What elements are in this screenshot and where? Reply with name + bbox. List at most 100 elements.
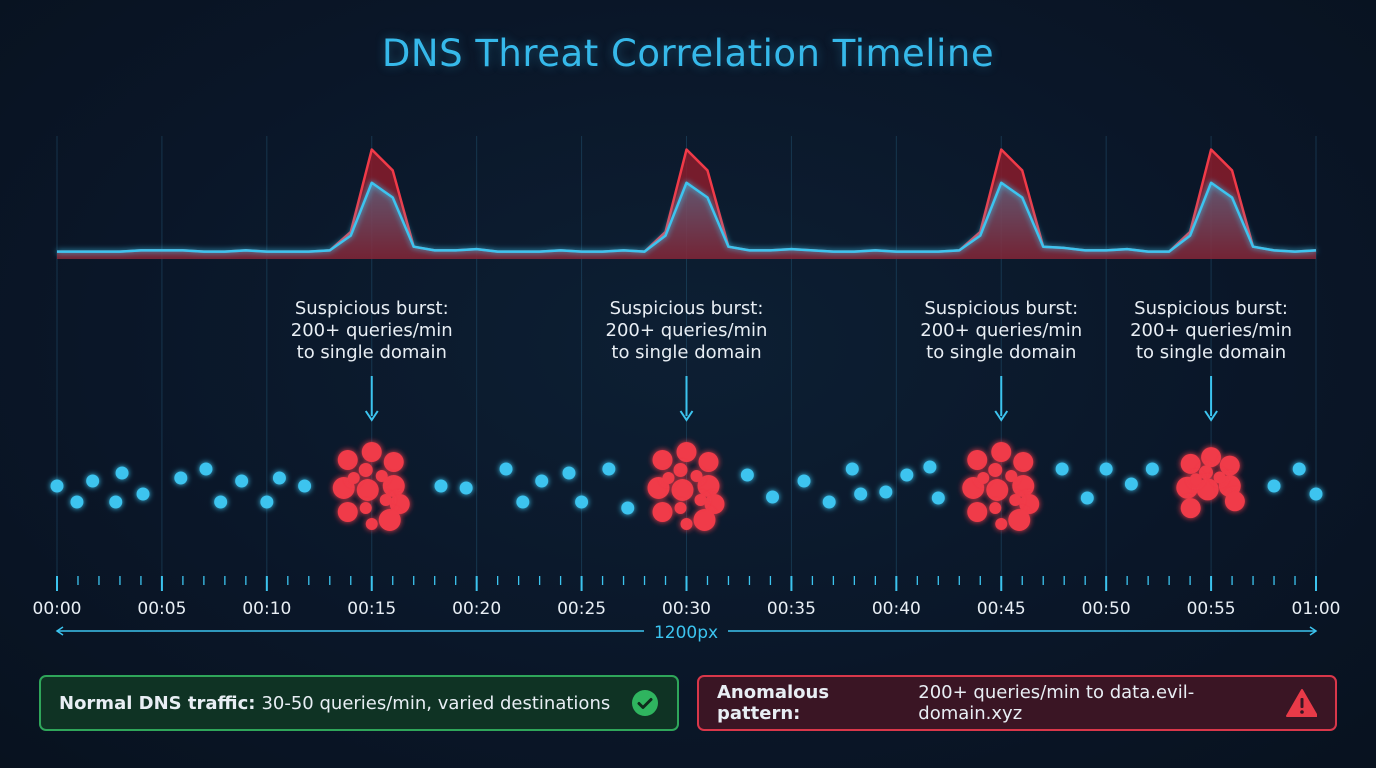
annotation-line: to single domain	[926, 342, 1077, 363]
burst-annotation: Suspicious burst: 200+ queries/min to sing…	[891, 298, 1111, 364]
normal-query-dot	[516, 495, 530, 509]
normal-query-dot	[854, 487, 868, 501]
burst-query-dot	[389, 494, 410, 514]
warning-triangle-icon	[1286, 689, 1317, 717]
burst-query-dot	[361, 442, 382, 462]
normal-query-dot	[575, 495, 589, 509]
normal-query-dot	[740, 468, 754, 482]
burst-query-dot	[1013, 452, 1034, 472]
arrow-right-icon	[1309, 626, 1318, 636]
query-scatter	[50, 442, 1323, 531]
legend-normal-traffic: Normal DNS traffic: 30-50 queries/min, v…	[39, 675, 679, 731]
tick-label: 00:05	[137, 599, 186, 619]
normal-query-dot	[86, 474, 100, 488]
burst-query-dot	[680, 518, 693, 530]
tick-label: 00:10	[242, 599, 291, 619]
burst-query-dot	[1189, 473, 1202, 486]
burst-query-dot	[697, 475, 720, 497]
check-circle-icon	[632, 690, 658, 716]
annotation-line: Suspicious burst:	[1134, 298, 1288, 319]
burst-query-dot	[704, 494, 725, 514]
burst-query-dot	[674, 502, 687, 514]
arrow-head-icon	[364, 410, 379, 422]
burst-query-dot	[652, 502, 673, 522]
burst-query-dot	[379, 494, 392, 506]
burst-query-dot	[673, 463, 688, 477]
burst-query-dot	[989, 502, 1002, 514]
normal-query-dot	[822, 495, 836, 509]
page-title: DNS Threat Correlation Timeline	[381, 32, 995, 75]
burst-query-dot	[383, 452, 404, 472]
normal-query-dot	[272, 471, 286, 485]
normal-query-dot	[923, 460, 937, 474]
burst-query-dot	[356, 479, 379, 501]
normal-query-dot	[900, 468, 914, 482]
width-label: 1200px	[654, 623, 718, 643]
normal-query-dot	[115, 466, 129, 480]
burst-query-dot	[375, 470, 388, 482]
tick-label: 00:55	[1187, 599, 1236, 619]
burst-query-dot	[698, 452, 719, 472]
tick-label: 00:25	[557, 599, 606, 619]
burst-query-dot	[1224, 491, 1245, 512]
burst-query-dot	[991, 442, 1012, 462]
normal-query-dot	[459, 481, 473, 495]
normal-query-dot	[931, 491, 945, 505]
legend-anomaly-title: Anomalous pattern:	[717, 682, 830, 724]
burst-query-dot	[694, 494, 707, 506]
normal-area	[57, 182, 1316, 259]
normal-query-dot	[434, 479, 448, 493]
burst-query-dot	[347, 472, 360, 484]
burst-query-dot	[995, 518, 1008, 530]
annotation-line: Suspicious burst:	[924, 298, 1079, 319]
normal-query-dot	[1292, 462, 1306, 476]
annotation-line: 200+ queries/min	[290, 320, 453, 341]
normal-query-dot	[70, 495, 84, 509]
normal-query-dot	[602, 462, 616, 476]
burst-query-dot	[1219, 455, 1240, 476]
normal-query-dot	[1267, 479, 1281, 493]
burst-query-dot	[1012, 475, 1035, 497]
normal-line	[57, 181, 1317, 253]
burst-query-dot	[332, 477, 355, 499]
normal-query-dot	[214, 495, 228, 509]
burst-query-dot	[690, 470, 703, 482]
normal-query-dot	[1099, 462, 1113, 476]
annotation-line: 200+ queries/min	[1130, 320, 1293, 341]
burst-annotation: Suspicious burst: 200+ queries/min to sing…	[262, 298, 482, 364]
burst-query-dot	[1201, 447, 1222, 468]
burst-query-dot	[1213, 471, 1226, 484]
burst-query-dot	[988, 463, 1003, 477]
burst-query-dot	[1019, 494, 1040, 514]
normal-query-dot	[136, 487, 150, 501]
normal-query-dot	[50, 479, 64, 493]
annotation-line: to single domain	[296, 342, 447, 363]
burst-query-dot	[1198, 465, 1213, 480]
burst-query-dot	[378, 509, 401, 531]
annotation-line: to single domain	[611, 342, 762, 363]
burst-query-dot	[1180, 453, 1201, 474]
arrow-head-icon	[679, 410, 694, 422]
burst-query-dot	[1196, 478, 1219, 501]
burst-query-dot	[365, 518, 378, 530]
burst-query-dot	[382, 475, 405, 497]
burst-query-dot	[359, 502, 372, 514]
arrow-left-icon	[55, 626, 64, 636]
burst-query-dot	[1180, 498, 1201, 519]
legend-anomalous-pattern: Anomalous pattern: 200+ queries/min to d…	[697, 675, 1337, 731]
normal-query-dot	[1055, 462, 1069, 476]
normal-query-dot	[1124, 477, 1138, 491]
normal-query-dot	[845, 462, 859, 476]
burst-query-dot	[967, 450, 988, 470]
annotation-line: 200+ queries/min	[605, 320, 768, 341]
burst-annotation: Suspicious burst: 200+ queries/min to sing…	[1101, 298, 1321, 364]
burst-query-dot	[337, 502, 358, 522]
normal-query-dot	[797, 474, 811, 488]
arrow-head-icon	[1204, 410, 1218, 422]
tick-label: 00:35	[767, 599, 816, 619]
annotation-line: 200+ queries/min	[920, 320, 1083, 341]
burst-query-dot	[671, 479, 694, 501]
normal-query-dot	[499, 462, 513, 476]
burst-annotation: Suspicious burst: 200+ queries/min to sing…	[577, 298, 797, 364]
